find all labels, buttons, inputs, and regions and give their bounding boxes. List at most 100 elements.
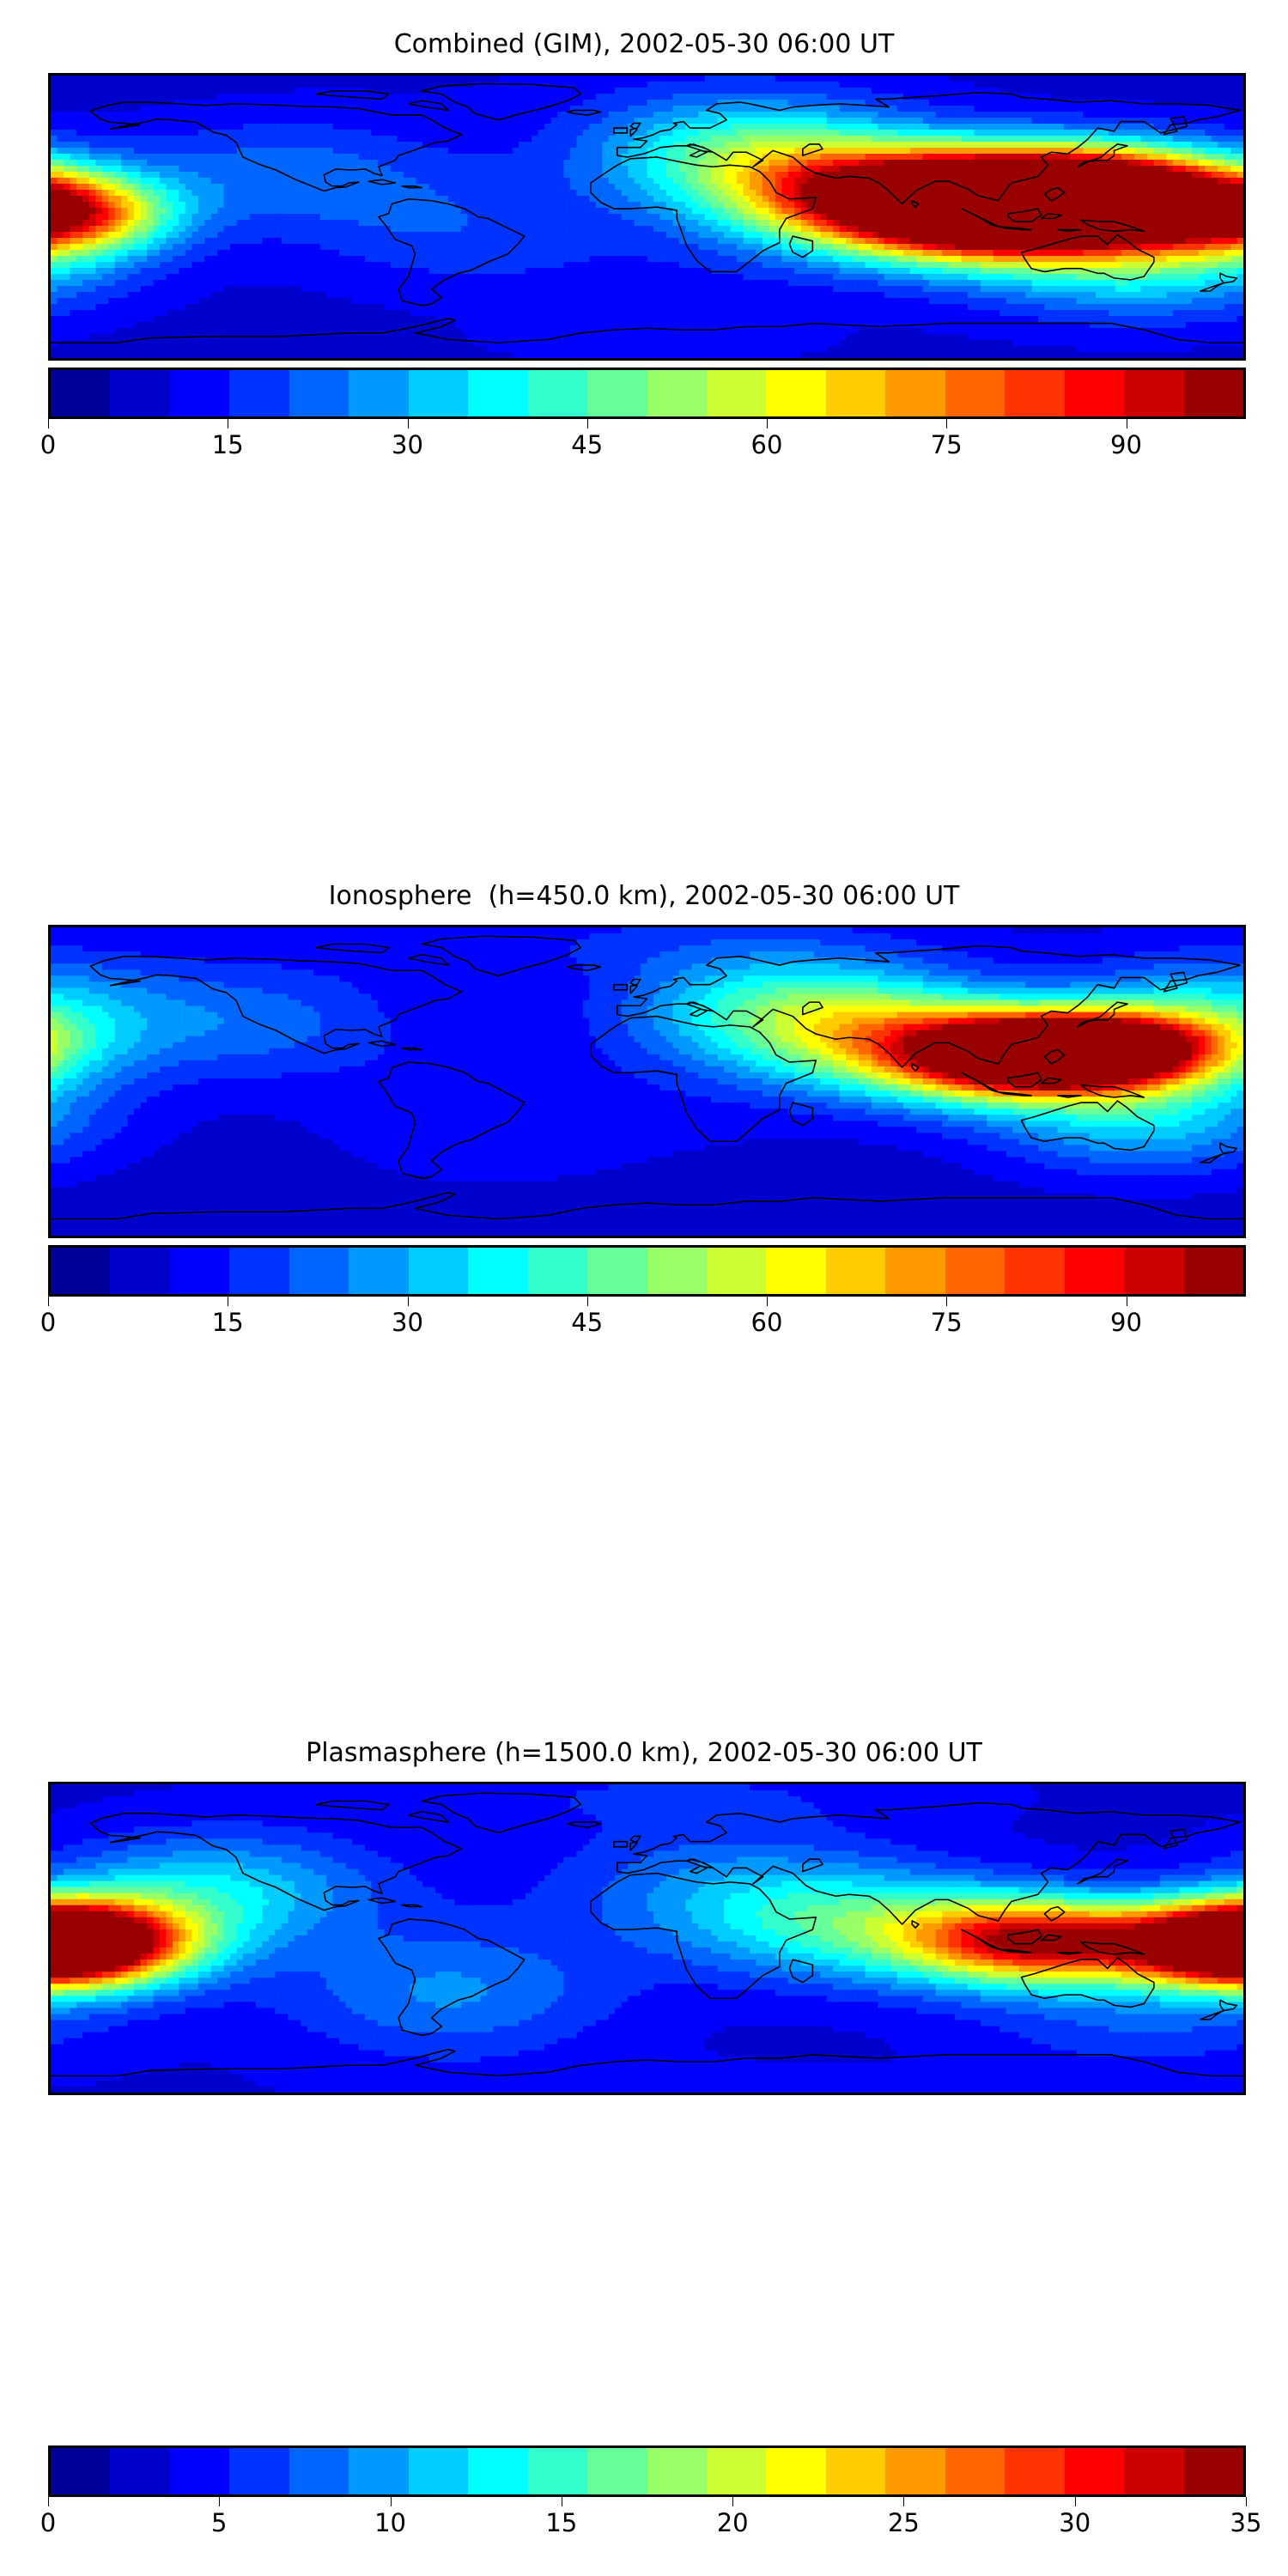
colorbar-strip-combined-gim <box>48 368 1246 419</box>
colorbar-swatch <box>408 2448 469 2494</box>
colorbar-swatch <box>527 1248 588 1294</box>
colorbar-tick-label: 75 <box>931 1308 963 1337</box>
colorbar-tick-label: 30 <box>1059 2508 1091 2537</box>
colorbar-axis-combined-gim: 0 15 30 45 60 75 90 <box>40 419 1246 467</box>
colorbar-swatch <box>1064 1248 1125 1294</box>
map-combined-gim <box>48 73 1246 361</box>
colorbar-tick <box>767 419 768 428</box>
colorbar-swatch <box>289 2448 349 2494</box>
colorbar-swatch <box>706 1248 767 1294</box>
colorbar-tick <box>407 419 409 428</box>
colorbar-swatch <box>1064 370 1125 416</box>
colorbar-swatch <box>468 370 528 416</box>
colorbar-tick-label: 10 <box>374 2508 406 2537</box>
panel-title-combined-gim: Combined (GIM), 2002-05-30 06:00 UT <box>0 29 1288 60</box>
colorbar-tick-label: 35 <box>1230 2508 1262 2537</box>
colorbar-swatch <box>885 1248 945 1294</box>
panel-ionosphere: Ionosphere (h=450.0 km), 2002-05-30 06:0… <box>0 881 1288 912</box>
map-ionosphere <box>48 925 1246 1238</box>
colorbar-tick <box>48 2497 49 2506</box>
colorbar-tick-label: 75 <box>931 430 963 459</box>
colorbar-swatch <box>1183 370 1244 416</box>
colorbar-swatch <box>169 370 230 416</box>
colorbar-tick <box>946 1297 948 1306</box>
panel-plasmasphere: Plasmasphere (h=1500.0 km), 2002-05-30 0… <box>0 1738 1288 1769</box>
map-canvas-combined-gim <box>51 76 1243 358</box>
contour-field <box>51 927 1243 1236</box>
colorbar-swatch <box>289 370 349 416</box>
colorbar-swatch <box>51 1248 111 1294</box>
colorbar-swatch <box>1183 1248 1244 1294</box>
colorbar-swatch <box>825 2448 886 2494</box>
colorbar-swatch <box>706 370 767 416</box>
colorbar-tick <box>1246 2497 1247 2506</box>
colorbar-swatch <box>766 2448 826 2494</box>
colorbar-swatch <box>885 2448 945 2494</box>
colorbar-swatch <box>468 2448 528 2494</box>
colorbar-swatch <box>945 2448 1005 2494</box>
colorbar-tick-label: 15 <box>212 1308 244 1337</box>
colorbar-tick-label: 0 <box>40 1308 56 1337</box>
colorbar-swatch <box>1005 370 1065 416</box>
colorbar-swatch <box>229 370 289 416</box>
colorbar-tick <box>732 2497 734 2506</box>
colorbar-ionosphere: 0 15 30 45 60 75 90 <box>40 1245 1246 1345</box>
colorbar-swatch <box>527 370 588 416</box>
colorbar-tick-label: 45 <box>571 1308 603 1337</box>
colorbar-tick-label: 0 <box>40 2508 56 2537</box>
colorbar-swatch <box>587 1248 647 1294</box>
colorbar-swatch <box>51 2448 111 2494</box>
map-canvas-ionosphere <box>51 927 1243 1236</box>
coastlines <box>51 935 1243 1220</box>
colorbar-swatch <box>169 2448 230 2494</box>
colorbar-tick-label: 90 <box>1110 1308 1142 1337</box>
colorbar-swatch <box>408 1248 469 1294</box>
colorbar-tick <box>946 419 948 428</box>
colorbar-tick-label: 30 <box>392 430 423 459</box>
colorbar-tick-label: 0 <box>40 430 56 459</box>
colorbar-swatch <box>945 370 1005 416</box>
colorbar-swatch <box>408 370 469 416</box>
colorbar-strip-plasmasphere <box>48 2445 1246 2497</box>
colorbar-swatch <box>766 1248 826 1294</box>
colorbar-swatch <box>110 2448 170 2494</box>
colorbar-tick <box>48 1297 49 1306</box>
colorbar-swatch <box>110 1248 170 1294</box>
colorbar-swatch <box>647 370 707 416</box>
colorbar-swatch <box>468 1248 528 1294</box>
colorbar-tick <box>219 2497 221 2506</box>
panel-combined-gim: Combined (GIM), 2002-05-30 06:00 UT <box>0 29 1288 60</box>
coastlines <box>51 82 1243 343</box>
colorbar-swatch <box>825 370 886 416</box>
panel-title-ionosphere: Ionosphere (h=450.0 km), 2002-05-30 06:0… <box>0 881 1288 912</box>
colorbar-tick-label: 20 <box>717 2508 749 2537</box>
colorbar-swatch <box>349 1248 409 1294</box>
colorbar-swatch <box>1124 2448 1184 2494</box>
colorbar-axis-plasmasphere: 0 5 10 15 20 25 30 35 <box>40 2497 1261 2545</box>
colorbar-swatch <box>1064 2448 1125 2494</box>
map-plasmasphere <box>48 1782 1246 2095</box>
colorbar-swatch <box>1183 2448 1244 2494</box>
colorbar-tick <box>586 419 588 428</box>
colorbar-swatch <box>1005 2448 1065 2494</box>
map-canvas-plasmasphere <box>51 1784 1243 2093</box>
colorbar-tick <box>586 1297 588 1306</box>
colorbar-swatch <box>706 2448 767 2494</box>
colorbar-tick <box>767 1297 768 1306</box>
colorbar-swatch <box>527 2448 588 2494</box>
colorbar-tick <box>1074 2497 1076 2506</box>
colorbar-combined-gim: 0 15 30 45 60 75 90 <box>40 368 1246 467</box>
colorbar-swatch <box>349 370 409 416</box>
colorbar-swatch <box>51 370 111 416</box>
colorbar-swatch <box>647 1248 707 1294</box>
colorbar-tick-label: 5 <box>211 2508 227 2537</box>
colorbar-swatch <box>647 2448 707 2494</box>
colorbar-plasmasphere: 0 5 10 15 20 25 30 35 <box>40 2445 1261 2545</box>
colorbar-swatch <box>289 1248 349 1294</box>
colorbar-tick <box>390 2497 392 2506</box>
colorbar-tick-label: 60 <box>751 1308 783 1337</box>
colorbar-swatch <box>766 370 826 416</box>
colorbar-tick-label: 15 <box>212 430 244 459</box>
colorbar-swatch <box>110 370 170 416</box>
